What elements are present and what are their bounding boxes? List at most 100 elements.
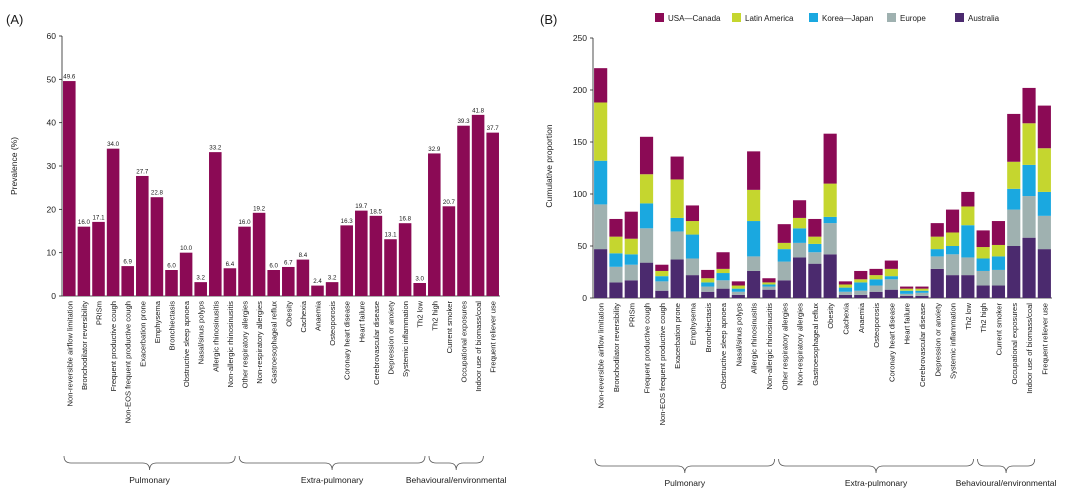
group-label: Behavioural/environmental bbox=[406, 475, 507, 485]
category-label: Bronchiectasis bbox=[704, 303, 713, 353]
bar bbox=[165, 270, 178, 296]
bar-segment bbox=[1022, 196, 1036, 238]
bar bbox=[194, 282, 207, 296]
y-tick-label: 0 bbox=[582, 293, 587, 303]
bar-segment bbox=[869, 291, 883, 298]
bar-segment bbox=[1007, 209, 1021, 246]
bar-segment bbox=[594, 204, 608, 250]
bar-segment bbox=[701, 291, 715, 298]
category-label: Non-reversible airflow limitation bbox=[65, 301, 74, 407]
category-label: Emphysema bbox=[688, 302, 697, 345]
bar-segment bbox=[1007, 113, 1021, 162]
category-label: Heart failure bbox=[903, 303, 912, 344]
y-tick-label: 60 bbox=[47, 31, 57, 41]
group-label: Extra-pulmonary bbox=[845, 478, 908, 488]
bar-segment bbox=[670, 217, 684, 232]
bar-segment bbox=[884, 289, 898, 298]
category-label: Allergic rhinosinusitis bbox=[211, 301, 220, 372]
bar-segment bbox=[609, 218, 623, 237]
y-tick-label: 10 bbox=[47, 248, 57, 258]
bar bbox=[369, 215, 383, 296]
y-tick-label: 0 bbox=[51, 291, 56, 301]
category-label: Bronchodilator reversibility bbox=[612, 303, 621, 392]
bar-segment bbox=[915, 288, 929, 291]
bar bbox=[252, 212, 266, 296]
bar-segment bbox=[1037, 249, 1051, 298]
category-label: Obstructive sleep apnoea bbox=[182, 300, 191, 387]
bar-segment bbox=[624, 211, 638, 239]
category-label: Allergic rhinosinusitis bbox=[750, 303, 759, 374]
data-label: 2.4 bbox=[313, 278, 322, 285]
bar-segment bbox=[639, 262, 654, 298]
bar bbox=[428, 153, 441, 296]
bar-segment bbox=[670, 156, 684, 180]
bar-segment bbox=[609, 282, 623, 298]
bar-segment bbox=[915, 295, 929, 298]
bar-segment bbox=[915, 290, 929, 293]
bar-segment bbox=[900, 293, 914, 296]
data-label: 6.7 bbox=[284, 259, 293, 266]
data-label: 20.7 bbox=[443, 199, 456, 206]
bar-segment bbox=[685, 258, 700, 276]
data-label: 3.2 bbox=[328, 275, 337, 282]
bar-segment bbox=[930, 223, 944, 237]
category-label: Current smoker bbox=[994, 303, 1003, 356]
group-brace bbox=[428, 455, 484, 471]
bar bbox=[106, 148, 120, 296]
data-label: 6.0 bbox=[167, 263, 176, 270]
category-label: Gastroesophageal reflux bbox=[811, 303, 820, 386]
bar-segment bbox=[991, 221, 1006, 245]
category-label: Obstructive sleep apnoea bbox=[719, 302, 728, 389]
group-brace bbox=[63, 455, 236, 471]
bar-segment bbox=[609, 266, 623, 283]
data-label: 17.1 bbox=[92, 214, 105, 221]
group-label: Pulmonary bbox=[664, 478, 705, 488]
bar-segment bbox=[838, 281, 853, 285]
bar-segment bbox=[823, 223, 837, 255]
data-label: 27.7 bbox=[136, 168, 149, 175]
category-label: Current smoker bbox=[445, 301, 454, 354]
category-label: Cachexia bbox=[841, 302, 850, 334]
category-label: Anaemia bbox=[314, 300, 323, 331]
group-brace bbox=[778, 458, 974, 474]
y-tick-label: 50 bbox=[47, 74, 57, 84]
bar-segment bbox=[639, 228, 654, 263]
category-label: Bronchiectasis bbox=[168, 301, 177, 351]
group-label: Extra-pulmonary bbox=[301, 475, 364, 485]
data-label: 6.9 bbox=[123, 259, 132, 266]
category-label: Gastroesophageal reflux bbox=[270, 301, 279, 384]
bar-segment bbox=[823, 254, 837, 298]
bar-segment bbox=[1007, 246, 1021, 298]
category-label: Occupational exposures bbox=[1010, 303, 1019, 385]
category-label: Frequent productive cough bbox=[109, 301, 118, 391]
bar-segment bbox=[884, 276, 898, 280]
bar-segment bbox=[976, 258, 990, 271]
data-label: 34.0 bbox=[107, 141, 120, 148]
category-label: Th2 high bbox=[430, 301, 439, 331]
bar bbox=[457, 125, 470, 296]
y-tick-label: 100 bbox=[573, 189, 587, 199]
bar-segment bbox=[854, 290, 868, 295]
y-tick-label: 150 bbox=[573, 137, 587, 147]
bar-segment bbox=[670, 231, 684, 260]
category-label: Obesity bbox=[826, 303, 835, 329]
bar-segment bbox=[701, 286, 715, 292]
bar-segment bbox=[747, 270, 761, 298]
bar-segment bbox=[731, 288, 745, 292]
legend-swatch bbox=[732, 13, 741, 22]
legend-label: Latin America bbox=[745, 14, 794, 23]
data-label: 32.9 bbox=[428, 146, 441, 153]
category-label: Exacerbation prone bbox=[673, 303, 682, 369]
bar-segment bbox=[777, 261, 791, 281]
bar-segment bbox=[930, 236, 944, 250]
bar-segment bbox=[945, 275, 960, 298]
bar bbox=[355, 210, 368, 296]
category-label: Frequent reliever use bbox=[489, 301, 498, 373]
bar-segment bbox=[976, 285, 990, 298]
bar-segment bbox=[792, 242, 807, 258]
category-label: Frequent productive cough bbox=[643, 303, 652, 393]
bar-segment bbox=[854, 279, 868, 283]
bar-segment bbox=[777, 249, 791, 262]
bar-segment bbox=[930, 256, 944, 269]
bar-segment bbox=[838, 294, 853, 298]
